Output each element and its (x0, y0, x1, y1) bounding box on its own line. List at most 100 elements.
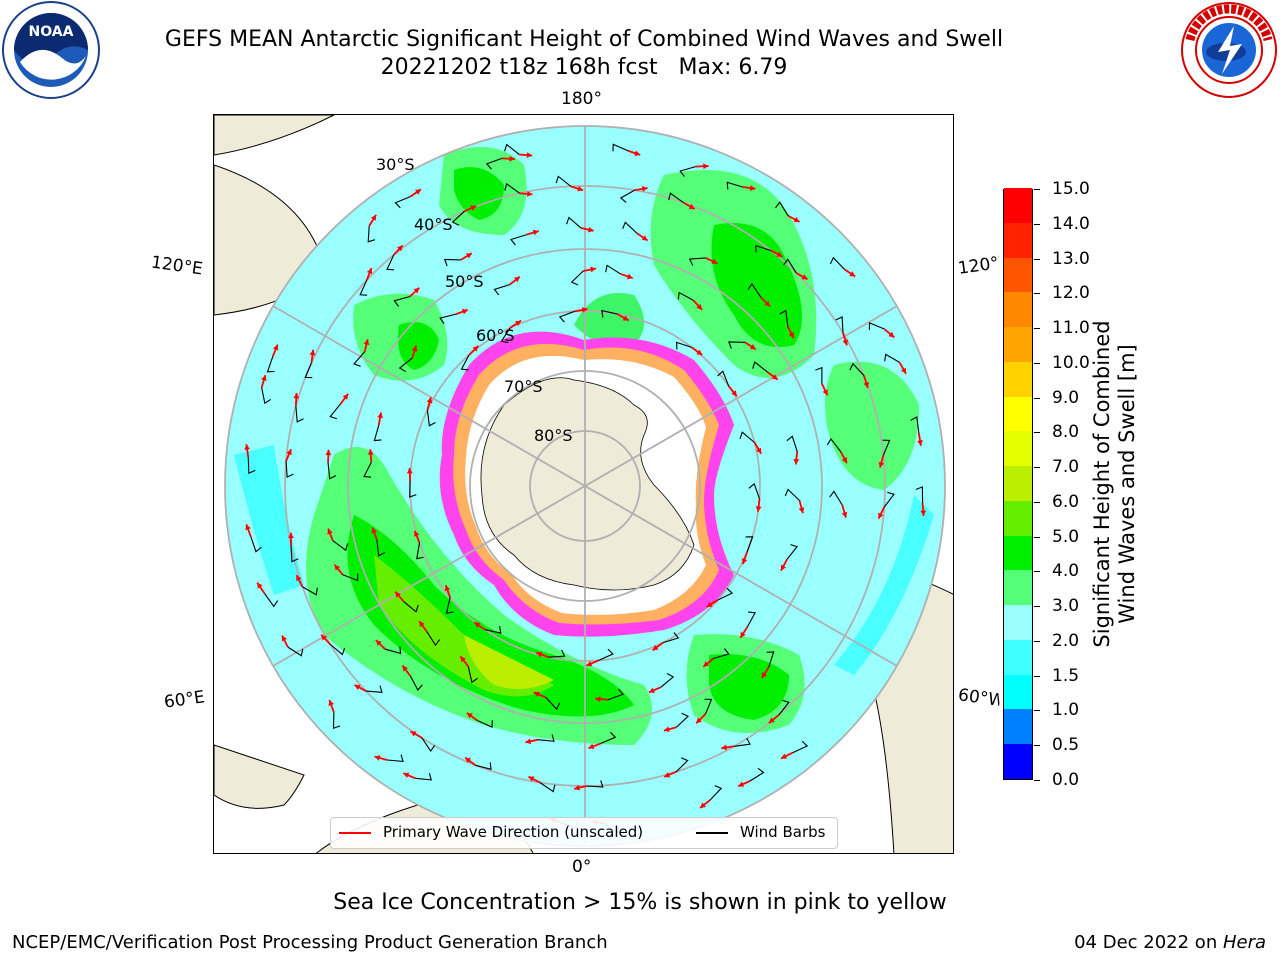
colorbar-tick-label: 0.5 (1052, 735, 1080, 756)
legend-wave-label: Primary Wave Direction (unscaled) (383, 823, 644, 841)
colorbar-tick (1034, 536, 1040, 538)
wind-barb (365, 685, 383, 693)
wave-arrow-head (528, 776, 535, 782)
wave-arrow-head (366, 268, 373, 275)
wave-arrow-head (586, 660, 593, 667)
wave-arrow-head (411, 345, 418, 352)
wind-barb (484, 625, 502, 634)
wave-arrow-head (756, 447, 762, 454)
wind-barb (485, 157, 503, 170)
wind-barb (717, 370, 730, 387)
wind-barb (426, 409, 436, 427)
wave-arrow-head (375, 640, 382, 646)
wave-arrow-head (327, 528, 333, 535)
wave-arrow-head (764, 300, 770, 307)
colorbar-tick (1034, 293, 1040, 295)
colorbar-tick (1034, 223, 1040, 225)
wind-barb (884, 353, 900, 363)
colorbar-tick (1034, 745, 1040, 747)
wave-arrow-head (377, 412, 383, 419)
wind-barb (570, 270, 584, 286)
wave-arrow-head (920, 510, 927, 516)
colorbar-tick (1034, 397, 1040, 399)
lat-label-30s: 30°S (376, 155, 415, 174)
colorbar-tick (1034, 432, 1040, 434)
noaa-logo: NOAA (0, 0, 102, 100)
wind-barb (443, 258, 461, 267)
colorbar-tick-label: 3.0 (1052, 596, 1080, 617)
wave-arrow-head (648, 687, 655, 693)
lat-label-40s: 40°S (414, 215, 453, 234)
footer-date-text: 04 Dec 2022 on (1074, 932, 1223, 953)
wind-barb (555, 175, 572, 187)
wind-barb (451, 210, 465, 226)
wave-arrow-head (328, 700, 334, 706)
lat-label-50s: 50°S (445, 272, 484, 291)
colorbar-tick-label: 15.0 (1052, 179, 1090, 199)
wind-barb (287, 646, 304, 657)
wave-arrow-head (731, 390, 737, 397)
wave-arrow-head (641, 235, 648, 241)
colorbar-segment (1004, 500, 1032, 536)
wind-barb (607, 688, 624, 701)
wave-arrow-head (703, 661, 710, 667)
wind-barb (416, 542, 424, 560)
wind-barb (766, 651, 775, 668)
wind-barb (385, 646, 402, 655)
wave-arrow-head (514, 276, 520, 283)
wind-barb (775, 201, 789, 217)
wind-barb (285, 461, 294, 478)
wind-barb (545, 697, 561, 711)
wind-barb (367, 225, 376, 243)
wind-barb (376, 539, 386, 557)
wind-barb (394, 196, 411, 209)
wave-arrow-head (755, 506, 762, 512)
wind-barb (504, 143, 520, 155)
wind-barb (786, 544, 798, 560)
lon-label-120e: 120°E (149, 252, 204, 280)
wind-barb (688, 257, 706, 266)
wind-barb (704, 698, 713, 715)
wave-arrow-head (413, 530, 420, 537)
wave-arrow-head (842, 339, 849, 346)
wind-barb (409, 481, 417, 498)
wind-barb (421, 737, 436, 752)
wind-barb (439, 313, 456, 325)
colorbar-tick-label: 10.0 (1052, 352, 1090, 373)
wind-barb (460, 354, 470, 371)
colorbar-tick-label: 4.0 (1052, 561, 1080, 582)
colorbar-tick-label: 5.0 (1052, 526, 1080, 547)
wave-arrow-head (849, 271, 856, 277)
lon-label-60e: 60°E (162, 687, 207, 713)
colorbar-segment (1004, 291, 1032, 328)
colorbar-segment (1004, 674, 1032, 710)
wind-barb (713, 648, 730, 660)
wave-arrow-head (878, 512, 884, 519)
wind-barb (784, 488, 800, 501)
colorbar-tick (1034, 501, 1040, 503)
wind-barb (739, 431, 755, 443)
colorbar-tick-label: 1.5 (1052, 665, 1080, 686)
colorbar-tick-label: 7.0 (1052, 457, 1080, 478)
wind-barb (327, 462, 337, 480)
wave-arrow-head (696, 717, 702, 724)
wind-barb (883, 491, 895, 508)
wave-arrow-head (741, 558, 748, 565)
wave-arrow-head (406, 468, 413, 474)
wave-arrow-head (309, 349, 316, 356)
colorbar-tick (1034, 362, 1040, 364)
colorbar-title: Significant Height of Combined Wind Wave… (1090, 320, 1140, 647)
wind-barb (755, 244, 772, 253)
colorbar-tick-label: 8.0 (1052, 422, 1080, 443)
wave-arrow-head (395, 591, 401, 598)
lon-label-0: 0° (572, 857, 592, 877)
wave-arrow-head (626, 273, 633, 280)
colorbar-tick-label: 6.0 (1052, 491, 1080, 512)
wave-arrow-head (801, 274, 808, 280)
legend-barb-line (696, 832, 728, 834)
wind-barb (600, 731, 617, 745)
lon-label-120w: 120°W (956, 253, 1002, 279)
wave-arrow-head (663, 726, 670, 733)
wind-barb (477, 719, 493, 728)
wave-arrow-head (587, 226, 594, 233)
